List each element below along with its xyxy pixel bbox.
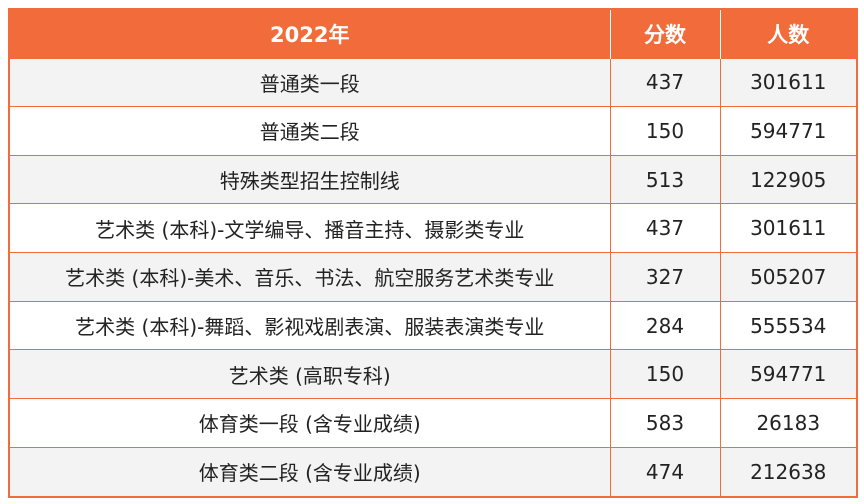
row-count: 594771 bbox=[720, 349, 856, 399]
table-row: 艺术类 (本科)-美术、音乐、书法、航空服务艺术类专业 327 505207 bbox=[10, 252, 856, 302]
row-score: 437 bbox=[610, 57, 721, 107]
row-count: 122905 bbox=[720, 154, 856, 204]
table-row: 艺术类 (高职专科) 150 594771 bbox=[10, 349, 856, 399]
row-count: 301611 bbox=[720, 203, 856, 253]
row-score: 474 bbox=[610, 446, 721, 496]
table-row: 艺术类 (本科)-文学编导、播音主持、摄影类专业 437 301611 bbox=[10, 203, 856, 253]
score-table-container: 2022年 分数 人数 普通类一段 437 301611 普通类二段 150 5… bbox=[8, 8, 858, 498]
table-row: 特殊类型招生控制线 513 122905 bbox=[10, 154, 856, 204]
row-count: 212638 bbox=[720, 446, 856, 496]
row-category: 艺术类 (高职专科) bbox=[10, 349, 611, 399]
table-body: 普通类一段 437 301611 普通类二段 150 594771 特殊类型招生… bbox=[10, 57, 856, 496]
row-category: 普通类一段 bbox=[10, 57, 611, 107]
row-category: 普通类二段 bbox=[10, 106, 611, 156]
score-table: 2022年 分数 人数 普通类一段 437 301611 普通类二段 150 5… bbox=[10, 10, 856, 496]
row-category: 体育类二段 (含专业成绩) bbox=[10, 446, 611, 496]
row-count: 505207 bbox=[720, 252, 856, 302]
table-row: 艺术类 (本科)-舞蹈、影视戏剧表演、服装表演类专业 284 555534 bbox=[10, 300, 856, 350]
header-count: 人数 bbox=[720, 10, 856, 58]
row-score: 327 bbox=[610, 252, 721, 302]
row-score: 150 bbox=[610, 106, 721, 156]
header-year: 2022年 bbox=[10, 10, 611, 58]
row-score: 284 bbox=[610, 300, 721, 350]
row-category: 体育类一段 (含专业成绩) bbox=[10, 398, 611, 448]
row-count: 555534 bbox=[720, 300, 856, 350]
row-count: 301611 bbox=[720, 57, 856, 107]
row-category: 艺术类 (本科)-美术、音乐、书法、航空服务艺术类专业 bbox=[10, 252, 611, 302]
table-row: 体育类二段 (含专业成绩) 474 212638 bbox=[10, 446, 856, 496]
table-header-row: 2022年 分数 人数 bbox=[10, 10, 856, 58]
header-score: 分数 bbox=[610, 10, 721, 58]
row-score: 583 bbox=[610, 398, 721, 448]
row-category: 艺术类 (本科)-文学编导、播音主持、摄影类专业 bbox=[10, 203, 611, 253]
row-count: 594771 bbox=[720, 106, 856, 156]
row-category: 特殊类型招生控制线 bbox=[10, 154, 611, 204]
row-score: 437 bbox=[610, 203, 721, 253]
table-row: 普通类一段 437 301611 bbox=[10, 57, 856, 107]
table-row: 体育类一段 (含专业成绩) 583 26183 bbox=[10, 398, 856, 448]
table-row: 普通类二段 150 594771 bbox=[10, 106, 856, 156]
row-count: 26183 bbox=[720, 398, 856, 448]
row-category: 艺术类 (本科)-舞蹈、影视戏剧表演、服装表演类专业 bbox=[10, 300, 611, 350]
row-score: 513 bbox=[610, 154, 721, 204]
row-score: 150 bbox=[610, 349, 721, 399]
